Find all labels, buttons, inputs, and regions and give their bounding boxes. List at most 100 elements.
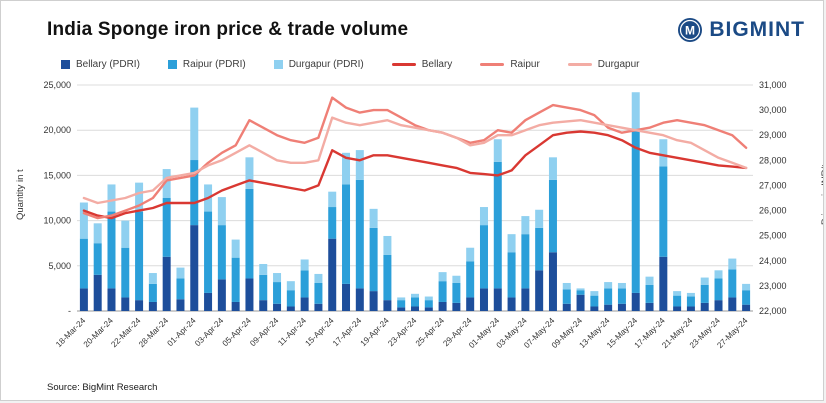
header: India Sponge iron price & trade volume M…: [1, 1, 823, 49]
bar-segment: [286, 290, 295, 307]
svg-text:-: -: [68, 306, 71, 316]
svg-text:5,000: 5,000: [48, 261, 71, 271]
x-tick-label: 23-Apr-24: [386, 316, 418, 348]
legend-box-swatch: [167, 59, 177, 69]
bar-segment: [231, 239, 240, 258]
bar-segment: [466, 261, 475, 298]
legend-item-label: Raipur (PDRI): [182, 58, 246, 70]
svg-text:29,000: 29,000: [759, 130, 787, 140]
bar-segment: [686, 296, 695, 307]
bar-segment: [135, 300, 144, 311]
bar-segment: [273, 303, 282, 311]
bar-segment: [231, 257, 240, 302]
bar-segment: [714, 300, 723, 311]
bar-segment: [714, 278, 723, 301]
svg-text:22,000: 22,000: [759, 306, 787, 316]
bar-segment: [300, 270, 309, 298]
bar-segment: [162, 169, 171, 198]
bar-segment: [617, 282, 626, 289]
bar-segment: [604, 282, 613, 289]
bar-segment: [176, 267, 185, 279]
bar-segment: [121, 247, 130, 298]
bar-segment: [107, 211, 116, 289]
bar-segment: [645, 284, 654, 303]
bar-segment: [328, 238, 337, 311]
bar-segment: [135, 182, 144, 212]
bar-segment: [507, 297, 516, 311]
svg-text:10,000: 10,000: [43, 216, 71, 226]
bar-segment: [259, 274, 268, 301]
bar-segment: [466, 297, 475, 311]
bar-segment: [617, 303, 626, 311]
brand-name: BIGMINT: [709, 18, 805, 41]
svg-text:23,000: 23,000: [759, 281, 787, 291]
bar-segment: [452, 275, 461, 283]
bar-segment: [535, 227, 544, 271]
svg-text:15,000: 15,000: [43, 170, 71, 180]
bar-segment: [424, 296, 433, 301]
bar-segment: [273, 282, 282, 304]
bar-segment: [397, 307, 406, 311]
bar-segment: [342, 152, 351, 185]
bar-segment: [576, 290, 585, 295]
bar-segment: [562, 289, 571, 304]
x-tick-label: 28-Mar-24: [137, 316, 170, 349]
legend-line-swatch: [391, 62, 416, 66]
bar-segment: [148, 273, 157, 284]
bar-segment: [176, 278, 185, 300]
bar-segment: [700, 302, 709, 311]
bar-segment: [93, 223, 102, 244]
x-tick-label: 15-Apr-24: [304, 316, 336, 348]
bar-segment: [714, 270, 723, 279]
price-line-durgapur: [82, 116, 748, 205]
bar-segment: [686, 306, 695, 311]
left-axis-title: Quantity in t: [15, 169, 26, 221]
bar-segment: [245, 188, 254, 279]
bar-segment: [548, 179, 557, 253]
x-tick-label: 17-Apr-24: [331, 316, 363, 348]
bar-segment: [411, 306, 419, 311]
bar-segment: [535, 209, 544, 228]
bar-segment: [631, 92, 640, 131]
bar-segment: [300, 297, 309, 311]
bar-segment: [342, 184, 351, 284]
bar-segment: [576, 294, 585, 311]
svg-text:30,000: 30,000: [759, 105, 787, 115]
bar-segment: [604, 304, 613, 311]
bar-segment: [659, 139, 668, 167]
chart-area: Quantity in t - 5,000 10,000 15,000 20,000 25…: [15, 75, 823, 380]
bar-segment: [535, 270, 544, 311]
legend-line-swatch: [480, 62, 505, 66]
bar-segment: [659, 256, 668, 311]
legend-line-swatch: [567, 62, 592, 66]
bar-segment: [245, 278, 254, 311]
bar-segment: [204, 292, 213, 311]
bar-segment: [673, 291, 682, 296]
price-volume-chart: - 5,000 10,000 15,000 20,000 25,000 22,000 23,0…: [43, 80, 787, 350]
bar-segment: [383, 235, 392, 255]
bar-segment: [176, 299, 185, 311]
x-tick-label: 03-Apr-24: [193, 316, 225, 348]
bar-segment: [521, 288, 530, 311]
bar-segment: [576, 288, 585, 291]
bar-segment: [190, 225, 199, 311]
bar-segment: [286, 281, 295, 291]
chart-title: India Sponge iron price & trade volume: [47, 19, 409, 40]
bar-segment: [493, 161, 502, 289]
bar-segment: [369, 227, 378, 292]
legend-item-label: Raipur: [510, 58, 540, 70]
bar-segment: [673, 306, 682, 311]
bar-segment: [452, 282, 461, 303]
price-line-raipur: [82, 96, 748, 220]
bar-segment: [728, 297, 737, 311]
bar-segment: [79, 202, 88, 239]
svg-text:26,000: 26,000: [759, 206, 787, 216]
bar-segment: [645, 276, 654, 285]
bar-segment: [79, 288, 88, 311]
legend-item-label: Durgapur (PDRI): [288, 58, 364, 70]
bar-segment: [604, 288, 613, 305]
bar-segment: [328, 191, 337, 208]
legend: Bellary (PDRI) Raipur (PDRI) Durgapur (PDR…: [1, 49, 823, 75]
bar-segment: [397, 297, 406, 301]
